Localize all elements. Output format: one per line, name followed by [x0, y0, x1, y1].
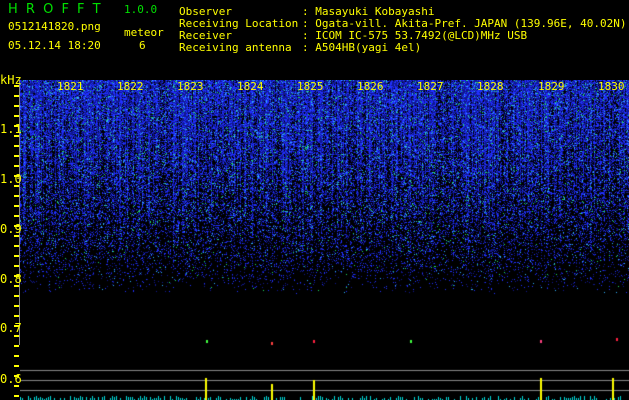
- meteor-label: meteor: [124, 26, 164, 39]
- y-tick: [14, 105, 19, 107]
- receiver-label: Receiver: [179, 29, 232, 42]
- y-tick: [14, 245, 19, 247]
- time-label: 1826: [357, 80, 384, 93]
- time-label: 1827: [417, 80, 444, 93]
- time-label: 1823: [177, 80, 204, 93]
- y-tick: [14, 285, 19, 287]
- time-label: 1830: [598, 80, 625, 93]
- y-tick: [14, 195, 19, 197]
- y-tick: [14, 255, 19, 257]
- y-tick: [14, 315, 19, 317]
- y-tick: [14, 155, 19, 157]
- y-tick: [14, 235, 19, 237]
- y-tick: [14, 265, 19, 267]
- y-tick: [14, 395, 19, 397]
- y-tick: [14, 335, 19, 337]
- app-version: 1.0.0: [124, 3, 158, 16]
- y-tick: [14, 175, 19, 177]
- time-label: 1824: [237, 80, 264, 93]
- y-tick: [14, 385, 19, 387]
- location-value: : Ogata-vill. Akita-Pref. JAPAN (139.96E…: [302, 17, 627, 30]
- y-tick: [14, 295, 19, 297]
- y-tick: [14, 135, 19, 137]
- y-axis-unit: kHz: [0, 73, 22, 87]
- y-tick: [14, 165, 19, 167]
- location-label: Receiving Location: [179, 17, 299, 30]
- y-tick: [14, 225, 19, 227]
- time-label: 1825: [297, 80, 324, 93]
- y-tick: [14, 305, 19, 307]
- y-axis-line: [19, 80, 20, 345]
- y-tick: [14, 185, 19, 187]
- observer-label: Observer: [179, 5, 232, 18]
- y-tick: [14, 375, 19, 377]
- antenna-value: : A504HB(yagi 4el): [302, 41, 422, 54]
- y-tick: [14, 115, 19, 117]
- y-tick: [14, 365, 19, 367]
- meteor-count: 6: [139, 39, 146, 52]
- time-label: 1828: [477, 80, 504, 93]
- y-tick: [14, 205, 19, 207]
- antenna-label: Receiving antenna: [179, 41, 292, 54]
- y-tick: [14, 215, 19, 217]
- time-label: 1821: [57, 80, 84, 93]
- y-tick: [14, 85, 19, 87]
- spectrogram: [20, 80, 629, 400]
- y-tick: [14, 345, 19, 347]
- y-tick: [14, 275, 19, 277]
- file-datetime: 05.12.14 18:20: [8, 39, 101, 52]
- observer-value: : Masayuki Kobayashi: [302, 5, 435, 18]
- receiver-value: : ICOM IC-575 53.7492(@LCD)MHz USB: [302, 29, 528, 42]
- y-tick: [14, 95, 19, 97]
- y-tick: [14, 355, 19, 357]
- time-label: 1822: [117, 80, 144, 93]
- y-tick: [14, 325, 19, 327]
- y-tick: [14, 145, 19, 147]
- app-title: H R O F F T: [8, 2, 103, 17]
- time-label: 1829: [538, 80, 565, 93]
- file-name: 0512141820.png: [8, 20, 101, 33]
- y-tick: [14, 125, 19, 127]
- y-label: 0.7: [0, 321, 22, 335]
